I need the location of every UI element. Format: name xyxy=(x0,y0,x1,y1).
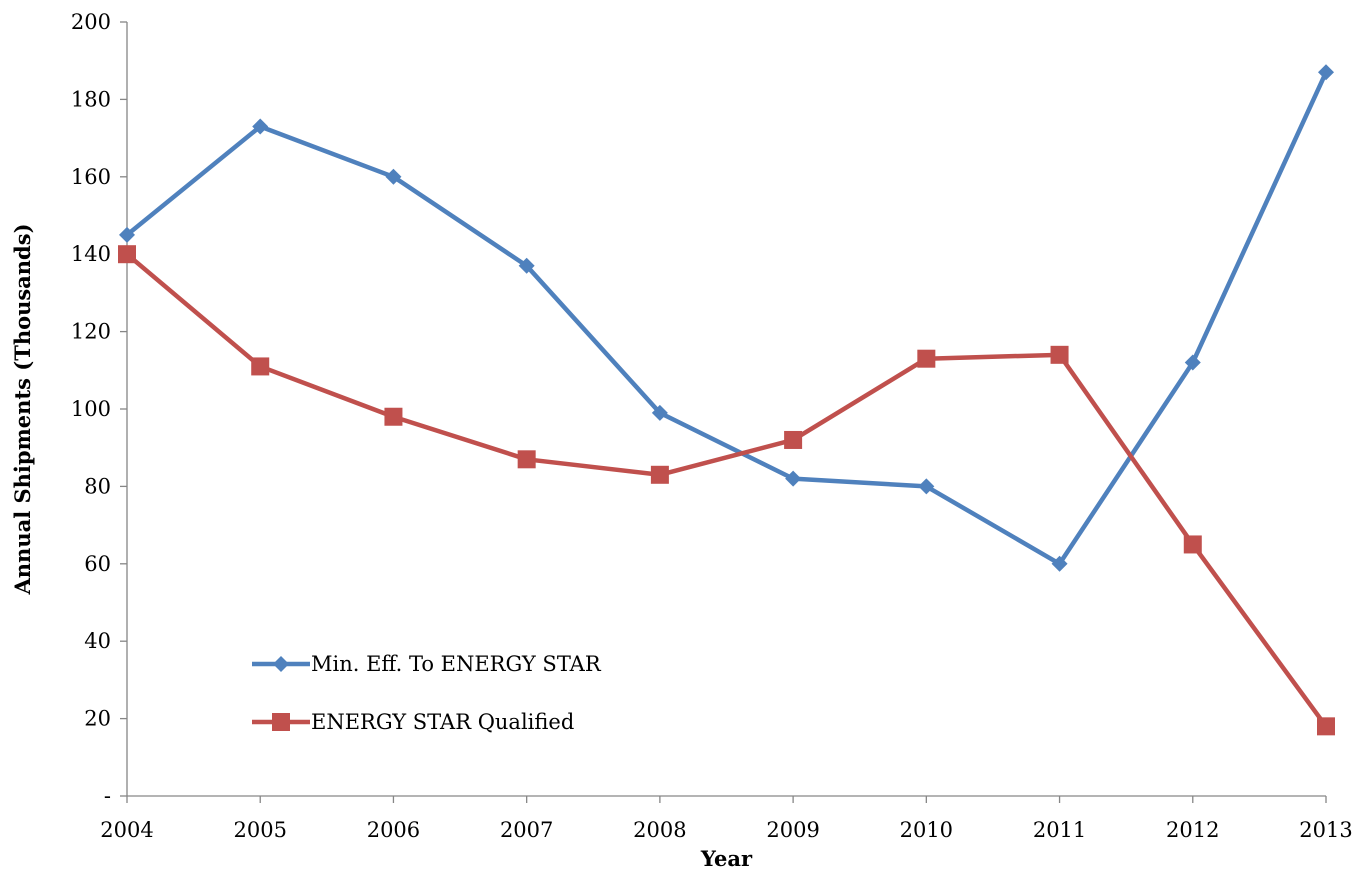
legend: Min. Eff. To ENERGY STAR ENERGY STAR Qual… xyxy=(252,652,602,734)
x-tick-label: 2007 xyxy=(500,818,553,842)
data-point xyxy=(1184,354,1201,371)
series-2 xyxy=(118,245,1335,736)
y-tick-label: 20 xyxy=(84,707,111,731)
legend-entry: Min. Eff. To ENERGY STAR xyxy=(252,652,602,676)
series-line xyxy=(125,252,1328,728)
legend-label: ENERGY STAR Qualified xyxy=(311,710,574,734)
data-point xyxy=(517,450,536,469)
x-axis-title: Year xyxy=(700,846,753,871)
data-point xyxy=(252,118,269,135)
y-tick-label: 60 xyxy=(84,552,111,576)
x-tick-label: 2004 xyxy=(100,818,153,842)
y-tick-label: 80 xyxy=(84,474,111,498)
data-point xyxy=(651,404,668,421)
series-line xyxy=(125,71,1329,567)
data-point xyxy=(784,430,803,449)
data-point xyxy=(385,168,402,185)
series-layer xyxy=(118,64,1335,736)
y-axis-title: Annual Shipments (Thousands) xyxy=(10,223,35,595)
data-point xyxy=(785,470,802,487)
y-tick-label: 180 xyxy=(71,87,111,111)
legend-marker xyxy=(273,656,289,672)
y-tick-label: 40 xyxy=(84,629,111,653)
legend-entry: ENERGY STAR Qualified xyxy=(252,710,574,734)
x-tick-label: 2008 xyxy=(633,818,686,842)
data-point xyxy=(118,245,136,264)
y-tick-label: - xyxy=(104,784,111,808)
legend-label: Min. Eff. To ENERGY STAR xyxy=(311,652,602,676)
data-point xyxy=(119,226,135,243)
data-point xyxy=(251,357,270,376)
x-tick-label: 2011 xyxy=(1033,818,1086,842)
x-tick-label: 2010 xyxy=(900,818,953,842)
x-tick-label: 2009 xyxy=(766,818,819,842)
data-point xyxy=(1051,555,1068,572)
data-point xyxy=(918,478,935,495)
y-tick-label: 120 xyxy=(71,320,111,344)
y-tick-label: 100 xyxy=(71,397,111,421)
data-point xyxy=(650,465,669,484)
series-1 xyxy=(119,64,1334,572)
data-point xyxy=(1050,345,1069,364)
axes: - 20 40 60 80 100 120 140 160 180 200 2004 2005 2006 2… xyxy=(71,10,1353,842)
data-point xyxy=(1318,64,1334,81)
x-tick-label: 2005 xyxy=(233,818,286,842)
legend-marker xyxy=(272,713,290,731)
x-tick-label: 2006 xyxy=(367,818,420,842)
y-tick-label: 200 xyxy=(71,10,111,34)
x-tick-label: 2012 xyxy=(1166,818,1219,842)
y-tick-label: 160 xyxy=(71,165,111,189)
data-point xyxy=(1317,717,1335,736)
data-point xyxy=(518,257,535,274)
data-point xyxy=(1183,535,1202,554)
x-tick-label: 2013 xyxy=(1299,818,1352,842)
data-point xyxy=(917,349,936,368)
data-point xyxy=(384,407,403,426)
y-tick-label: 140 xyxy=(71,242,111,266)
